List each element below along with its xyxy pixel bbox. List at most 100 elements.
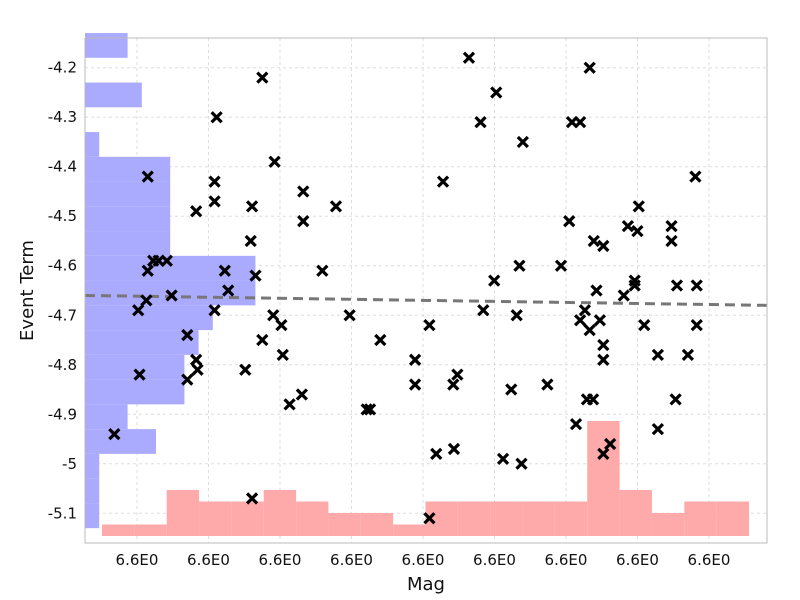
x-histogram-bar <box>716 501 749 536</box>
y-tick-label: -5.1 <box>48 504 77 522</box>
x-histogram-bar <box>651 513 685 536</box>
x-tick-label: 6.6E0 <box>473 551 516 569</box>
y-tick-label: -4.9 <box>48 405 77 423</box>
data-point <box>245 492 259 505</box>
data-point <box>554 259 568 272</box>
data-point <box>510 309 523 322</box>
data-point <box>477 304 490 317</box>
x-histogram <box>102 421 749 536</box>
x-tick-label: 6.6E0 <box>187 551 230 569</box>
x-histogram-bar <box>263 490 297 536</box>
data-point <box>621 220 635 233</box>
data-point <box>108 427 121 441</box>
data-point <box>665 220 678 233</box>
y-histogram-bar <box>85 503 100 529</box>
y-axis-label: Event Term <box>17 240 38 341</box>
x-histogram-bar <box>587 421 620 536</box>
x-tick-label: 6.6E0 <box>402 551 445 569</box>
y-tick-label: -4.6 <box>48 257 77 275</box>
data-point <box>690 279 703 292</box>
data-point <box>516 135 529 149</box>
y-histogram-bar <box>85 354 185 380</box>
x-histogram-bar <box>554 501 588 536</box>
y-tick-label: -5 <box>62 455 77 473</box>
x-histogram-bar <box>619 490 652 536</box>
x-histogram-bar <box>522 501 555 536</box>
x-histogram-bar <box>231 501 264 536</box>
data-point <box>597 239 610 253</box>
y-tick-label: -4.7 <box>48 306 77 324</box>
data-point <box>651 348 665 361</box>
y-histogram-bar <box>85 453 100 479</box>
trend-line <box>84 293 768 307</box>
data-point <box>665 234 678 248</box>
y-histogram-bar <box>85 206 171 232</box>
data-point <box>462 51 476 64</box>
y-histogram-bar <box>85 305 213 331</box>
data-point <box>490 86 503 99</box>
data-point <box>628 274 641 287</box>
data-point <box>578 304 592 317</box>
data-point <box>430 447 443 461</box>
data-point <box>343 309 356 322</box>
data-point <box>586 393 600 406</box>
data-point <box>436 175 450 188</box>
x-tick-label: 6.6E0 <box>259 551 302 569</box>
data-point <box>181 373 194 386</box>
data-point <box>141 264 154 277</box>
data-point <box>275 319 288 332</box>
data-point <box>256 333 269 347</box>
x-tick-label: 6.6E0 <box>330 551 373 569</box>
y-tick-label: -4.4 <box>48 158 77 176</box>
data-point <box>574 116 587 129</box>
data-point <box>505 383 518 396</box>
y-histogram-bar <box>85 379 185 405</box>
data-point <box>283 398 296 411</box>
y-histogram-bar <box>85 330 199 355</box>
data-point <box>363 403 377 416</box>
data-point <box>295 388 309 401</box>
trend-line-layer <box>84 293 768 307</box>
x-histogram-bar <box>328 513 361 536</box>
data-point <box>408 378 422 391</box>
data-point <box>276 348 289 361</box>
data-point <box>583 323 596 337</box>
x-histogram-bar <box>166 490 200 536</box>
data-point <box>245 200 259 213</box>
x-axis-label: Mag <box>407 574 445 595</box>
data-point <box>638 319 651 332</box>
data-point <box>597 338 610 352</box>
data-point <box>670 279 684 292</box>
data-point <box>587 234 600 248</box>
y-tick-label: -4.3 <box>48 108 77 126</box>
data-point <box>617 289 630 302</box>
data-point <box>583 61 596 74</box>
y-tick-label: -4.8 <box>48 356 77 374</box>
data-point <box>689 170 702 183</box>
data-point <box>218 264 231 277</box>
y-histogram-bar <box>85 132 100 157</box>
data-point <box>590 284 603 297</box>
data-point <box>208 175 221 188</box>
data-point <box>222 284 235 297</box>
x-histogram-bar <box>360 513 394 536</box>
data-point <box>329 200 343 213</box>
data-point <box>632 200 645 213</box>
data-point <box>451 368 464 381</box>
y-histogram-bar <box>85 231 171 256</box>
x-histogram-bar <box>457 501 491 536</box>
x-histogram-bar <box>684 501 717 536</box>
data-point <box>597 447 610 461</box>
x-histogram-bar <box>199 501 232 536</box>
data-point <box>690 319 703 332</box>
x-histogram-bar <box>393 524 426 536</box>
data-point <box>190 205 203 218</box>
data-point <box>360 403 373 416</box>
data-point <box>297 215 310 228</box>
x-tick-label: 6.6E0 <box>116 551 159 569</box>
y-tick-label: -4.5 <box>48 207 77 225</box>
data-point <box>160 254 173 267</box>
y-histogram-bar <box>85 429 156 454</box>
